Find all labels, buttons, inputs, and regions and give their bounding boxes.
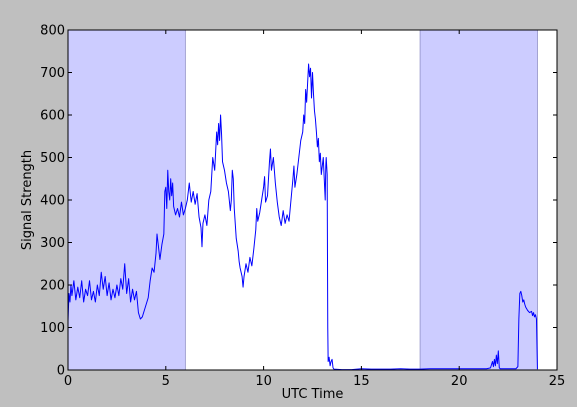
y-tick-label: 500	[40, 151, 65, 166]
y-tick-label: 700	[40, 66, 65, 81]
x-tick-label: 20	[451, 374, 468, 389]
y-tick-label: 600	[40, 109, 65, 124]
signal-series-line	[67, 63, 538, 371]
x-tick-label: 0	[64, 374, 72, 389]
x-axis-label: UTC Time	[282, 387, 344, 402]
y-tick-label: 100	[40, 321, 65, 336]
night-bands	[67, 29, 538, 371]
y-tick-label: 300	[40, 236, 65, 251]
y-axis-label: Signal Strength	[20, 150, 35, 250]
axis-ticks: 0 5 10 15 20 25 0 100 200 300 400 500 600 700 800	[40, 24, 565, 390]
y-tick-label: 400	[40, 194, 65, 209]
night-band-0	[67, 29, 186, 371]
series-lines	[67, 63, 538, 371]
x-tick-label: 25	[549, 374, 566, 389]
night-band-1	[419, 29, 538, 371]
y-tick-label: 200	[40, 279, 65, 294]
x-tick-label: 10	[255, 374, 272, 389]
y-tick-label: 800	[40, 24, 65, 39]
y-tick-label: 0	[57, 364, 65, 379]
x-tick-label: 5	[162, 374, 170, 389]
x-tick-label: 15	[353, 374, 370, 389]
